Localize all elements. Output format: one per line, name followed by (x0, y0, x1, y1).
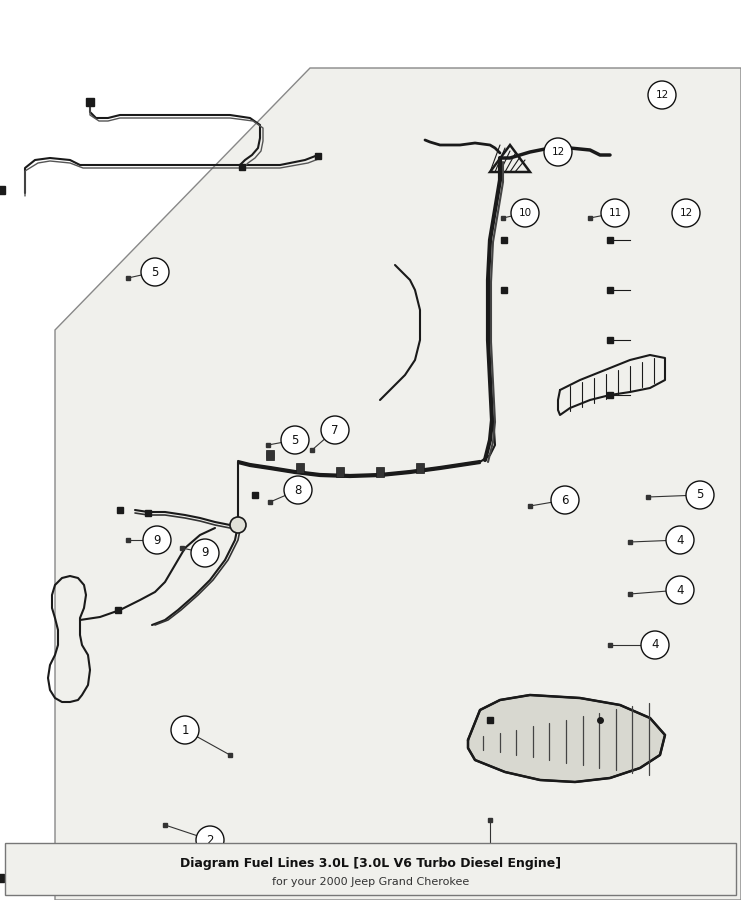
Circle shape (230, 517, 246, 533)
Text: 5: 5 (151, 266, 159, 278)
Circle shape (321, 416, 349, 444)
Circle shape (191, 539, 219, 567)
Text: 6: 6 (561, 493, 569, 507)
Circle shape (284, 476, 312, 504)
Text: Diagram Fuel Lines 3.0L [3.0L V6 Turbo Diesel Engine]: Diagram Fuel Lines 3.0L [3.0L V6 Turbo D… (180, 858, 561, 870)
Text: 12: 12 (679, 208, 693, 218)
Text: 4: 4 (651, 638, 659, 652)
Circle shape (601, 199, 629, 227)
Circle shape (686, 481, 714, 509)
Circle shape (648, 81, 676, 109)
Text: for your 2000 Jeep Grand Cherokee: for your 2000 Jeep Grand Cherokee (272, 877, 469, 887)
Text: 12: 12 (551, 147, 565, 157)
Text: 3: 3 (486, 859, 494, 871)
Text: 8: 8 (294, 483, 302, 497)
Circle shape (281, 426, 309, 454)
Text: 5: 5 (291, 434, 299, 446)
FancyBboxPatch shape (5, 843, 736, 895)
Text: 5: 5 (697, 489, 704, 501)
Circle shape (511, 199, 539, 227)
Circle shape (171, 716, 199, 744)
Circle shape (141, 258, 169, 286)
Circle shape (143, 526, 171, 554)
Circle shape (196, 826, 224, 854)
Circle shape (666, 576, 694, 604)
Circle shape (672, 199, 700, 227)
Text: 1: 1 (182, 724, 189, 736)
FancyBboxPatch shape (336, 467, 344, 477)
FancyBboxPatch shape (376, 467, 384, 477)
FancyBboxPatch shape (266, 450, 274, 460)
Circle shape (551, 486, 579, 514)
Text: 9: 9 (153, 534, 161, 546)
Circle shape (666, 526, 694, 554)
FancyBboxPatch shape (416, 463, 424, 473)
Text: 4: 4 (677, 534, 684, 546)
Text: 12: 12 (655, 90, 668, 100)
Circle shape (476, 851, 504, 879)
Circle shape (544, 138, 572, 166)
Text: 7: 7 (331, 424, 339, 436)
Text: 4: 4 (677, 583, 684, 597)
Text: 10: 10 (519, 208, 531, 218)
Text: 11: 11 (608, 208, 622, 218)
Circle shape (641, 631, 669, 659)
Text: 2: 2 (206, 833, 213, 847)
Text: 9: 9 (202, 546, 209, 560)
FancyBboxPatch shape (296, 463, 304, 473)
Polygon shape (468, 695, 665, 782)
Polygon shape (55, 68, 741, 900)
